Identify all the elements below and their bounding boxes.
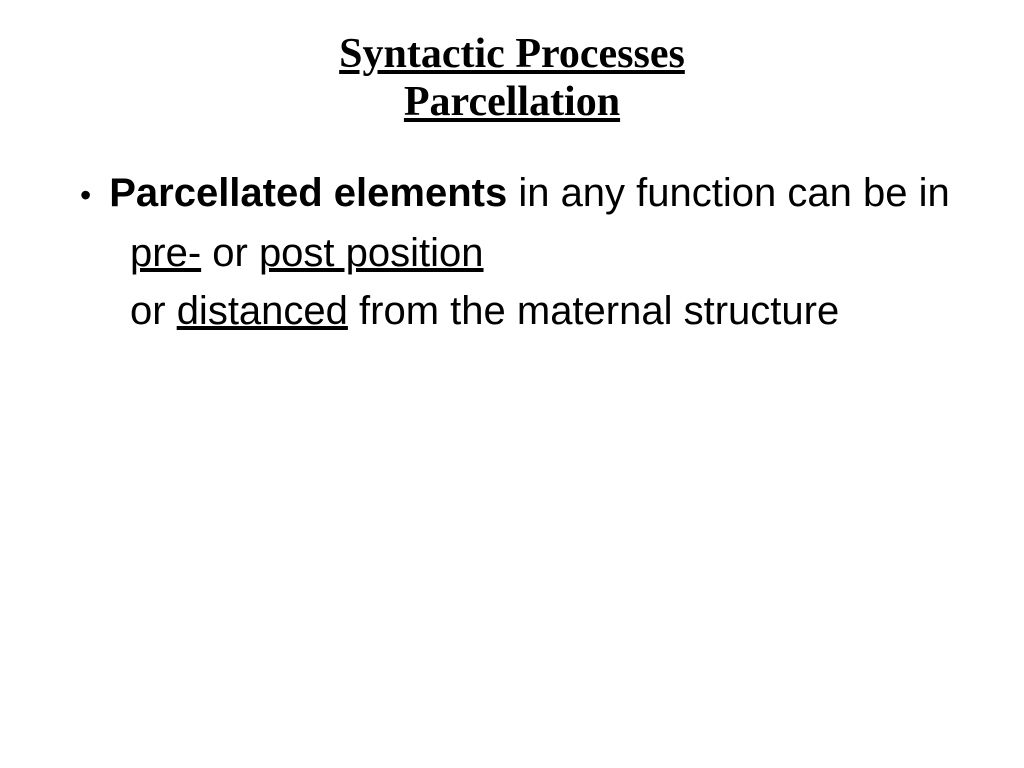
line2-post: post position bbox=[259, 231, 484, 275]
line3-b: from the maternal structure bbox=[348, 289, 839, 333]
line3-distanced: distanced bbox=[177, 289, 348, 333]
line3-a: or bbox=[130, 289, 177, 333]
bullet-rest: in any function can be in bbox=[507, 171, 950, 215]
line2-mid: or bbox=[201, 231, 259, 275]
slide-title: Syntactic Processes Parcellation bbox=[60, 30, 964, 126]
bullet-item: • Parcellated elements in any function c… bbox=[80, 166, 964, 220]
title-line-2: Parcellation bbox=[60, 78, 964, 126]
bullet-text: Parcellated elements in any function can… bbox=[109, 166, 964, 220]
body-line-2: pre- or post position bbox=[130, 226, 964, 280]
slide-body: • Parcellated elements in any function c… bbox=[60, 166, 964, 338]
line2-pre: pre- bbox=[130, 231, 201, 275]
bullet-bold-lead: Parcellated elements bbox=[109, 171, 507, 215]
bullet-marker-icon: • bbox=[80, 174, 91, 217]
title-line-1: Syntactic Processes bbox=[60, 30, 964, 78]
body-line-3: or distanced from the maternal structure bbox=[130, 284, 964, 338]
indented-lines: pre- or post position or distanced from … bbox=[130, 226, 964, 338]
